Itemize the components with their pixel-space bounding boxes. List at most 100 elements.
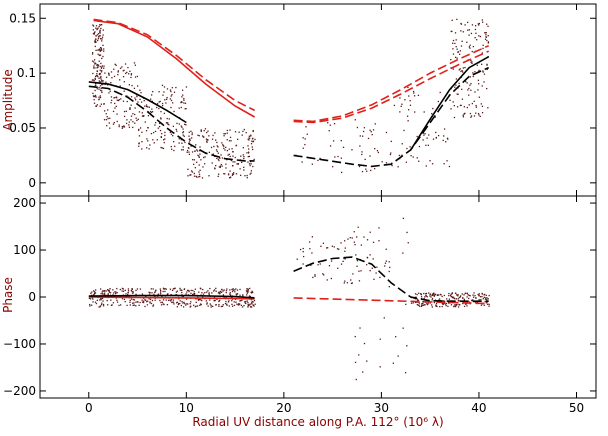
amplitude-point [385,131,388,134]
amplitude-point [201,177,204,179]
phase-point [336,248,339,250]
phase-point [152,288,154,290]
amplitude-point [389,153,392,156]
amplitude-point [337,155,339,158]
phase-point [141,299,143,301]
amplitude-point [242,130,244,133]
amplitude-point [252,140,255,142]
phase-point [124,289,126,292]
phase-point [159,299,161,302]
amplitude-point [225,163,227,165]
phase-point [185,298,188,300]
phase-point [112,302,115,304]
amplitude-point [197,134,199,136]
phase-point [226,304,228,306]
amplitude-point [475,104,477,107]
amplitude-point [94,31,96,33]
amplitude-point [465,80,467,83]
phase-point [385,260,388,262]
phase-point [246,290,248,293]
amplitude-point [243,166,245,168]
phase-point [314,274,316,276]
phase-point [448,294,450,297]
phase-point [246,288,248,290]
amplitude-point [452,101,454,103]
amplitude-point [481,19,484,21]
amplitude-point [95,38,97,40]
phase-point [425,293,427,295]
phase-point [238,303,240,305]
phase-point [219,290,222,293]
amplitude-point [182,132,184,134]
phase-point [402,252,404,254]
phase-point [180,289,183,291]
amplitude-point [469,47,471,49]
phase-point [344,250,346,252]
amplitude-point [461,69,463,72]
amplitude-point [468,87,470,90]
phase-point [422,302,424,305]
phase-point [457,295,459,297]
amplitude-point [391,164,393,167]
phase-point [349,237,352,239]
phase-point [236,293,239,295]
amplitude-point [252,130,254,133]
phase-point [172,301,175,303]
amplitude-point [230,140,232,142]
phase-point [232,288,234,290]
phase-point [116,287,118,290]
phase-point [418,304,420,306]
amplitude-point [170,106,172,109]
phase-point [431,306,433,308]
amplitude-point [409,104,412,106]
amplitude-point [95,84,97,86]
amplitude-point [424,132,426,135]
amplitude-point [450,108,452,110]
phase-point [133,299,136,301]
phase-point [359,327,361,329]
x-tick-label: 30 [374,401,389,415]
amplitude-point [99,29,101,31]
amplitude-point [130,115,133,117]
amplitude-point [229,176,232,178]
amplitude-point [206,141,208,143]
amplitude-point [97,64,100,66]
amplitude-point [460,30,462,32]
amplitude-point [194,167,196,169]
amplitude-point [223,173,225,175]
amplitude-point [372,129,375,131]
amplitude-point [477,23,479,25]
phase-point [200,294,202,296]
phase-point [177,303,180,306]
amplitude-point [359,135,361,137]
amplitude-point [95,49,97,51]
amplitude-point [110,71,113,73]
phase-point [133,304,135,306]
amplitude-point [181,149,183,151]
phase-point [322,242,325,244]
phase-point [224,302,227,305]
phase-point [183,301,185,304]
phase-point [448,292,450,295]
amplitude-model-curve-2 [293,50,490,124]
amplitude-point [470,116,472,118]
amplitude-point [229,155,231,158]
phase-point [102,303,105,306]
phase-point [450,293,452,296]
amplitude-point [161,132,163,135]
phase-point [204,291,206,294]
amplitude-point [155,122,157,124]
phase-point [254,303,256,305]
phase-point [208,292,210,294]
amplitude-point [167,123,169,125]
phase-ytick-label: 0 [28,290,36,304]
amplitude-point [178,138,180,140]
phase-point [136,301,139,303]
amplitude-point [447,138,449,140]
amplitude-point [113,75,116,78]
phase-point [247,288,249,291]
amplitude-point [414,111,416,113]
amplitude-point [230,159,232,162]
phase-point [350,279,352,281]
phase-point [91,291,93,293]
